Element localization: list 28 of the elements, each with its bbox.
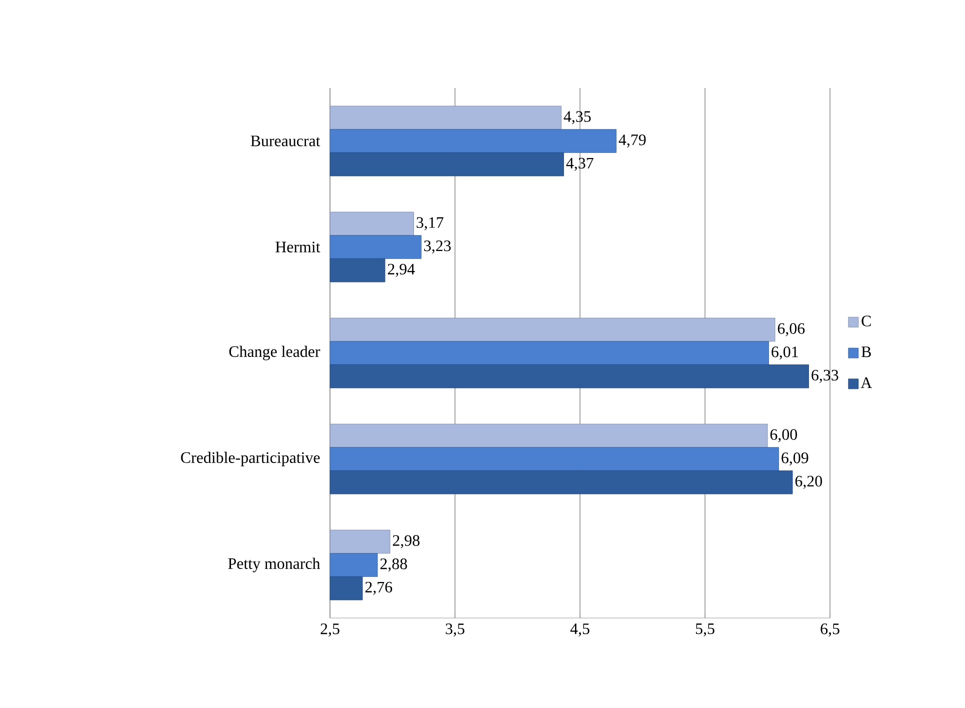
data-label: 6,01 [772, 346, 798, 360]
x-tick-label: 5,5 [696, 624, 714, 636]
legend-label: B [861, 346, 871, 358]
data-label: 3,17 [416, 217, 444, 230]
data-label: 2,88 [380, 558, 407, 572]
data-label: 3,23 [424, 240, 451, 254]
x-tick-label: 4,5 [570, 624, 590, 636]
x-tick-label: 2,5 [320, 624, 340, 637]
y-tick-label: Hermit [276, 242, 320, 252]
legend-label: A [860, 377, 872, 388]
data-label: 4,35 [564, 111, 591, 124]
y-tick-label: Credible-participative [181, 452, 320, 466]
data-label: 6,33 [812, 370, 838, 383]
data-label: 6,09 [782, 452, 808, 466]
data-label: 2,94 [388, 264, 415, 277]
y-tick-label: Change leader [229, 346, 320, 360]
x-tick-label: 3,5 [446, 624, 464, 637]
data-label: 6,20 [795, 476, 822, 489]
data-label: 6,06 [778, 323, 805, 336]
data-label: 2,98 [392, 535, 420, 548]
legend-label: C [862, 316, 871, 326]
x-tick-label: 6,5 [820, 624, 840, 637]
data-label: 4,79 [618, 134, 646, 148]
data-label: 4,37 [566, 158, 594, 171]
y-tick-label: Petty monarch [228, 558, 320, 572]
data-label: 2,76 [365, 582, 392, 595]
data-label: 6,00 [770, 429, 797, 442]
y-tick-label: Bureaucrat [250, 136, 320, 146]
